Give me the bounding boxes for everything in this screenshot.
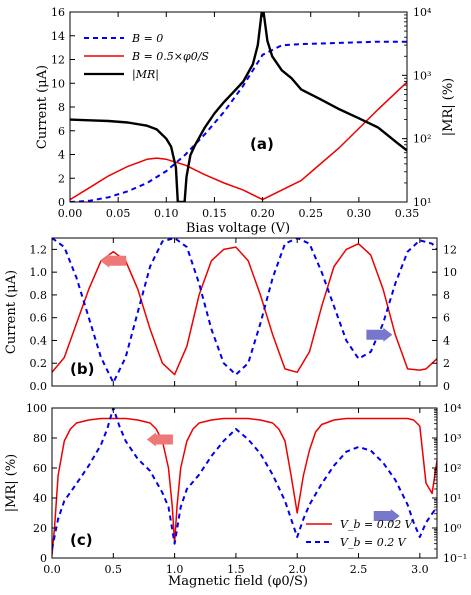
panel-a-xtick-label: 0.25 [298, 207, 323, 220]
panel-a-ytick-right-label: 10³ [413, 69, 431, 82]
panel-b-ytick-label: 0.8 [30, 289, 48, 302]
panel-c-ytick-right-label: 10³ [443, 432, 461, 445]
panel-b-ytick-right-label: 8 [443, 289, 450, 302]
panel-c-arrow-right-icon [373, 509, 400, 523]
panel-a-series-2-line [70, 12, 407, 202]
panel-a-ytick-label: 0 [58, 196, 65, 209]
panel-a-ylabel-right: |MR| (%) [441, 78, 456, 137]
panel-c-label: (c) [70, 531, 93, 549]
legend-label-bhalf: B = 0.5×φ0/S [131, 50, 209, 63]
panel-c-xlabel: Magnetic field (φ0/S) [168, 574, 308, 589]
panel-c-ytick-label: 100 [26, 402, 47, 415]
panel-a-ytick-label: 10 [51, 77, 65, 90]
legend-label-vb002: V_b = 0.02 V [340, 518, 414, 531]
panel-c-series-0-line [52, 417, 437, 556]
panel-a-xlabel: Bias voltage (V) [186, 221, 290, 236]
panel-a-ylabel-left: Current (μA) [35, 65, 50, 149]
panel-a: 0.00 0.05 0.10 0.15 0.20 0.25 0.30 0.35 0 2 4 6 8 10… [35, 6, 456, 236]
panel-a-legend: B = 0 B = 0.5×φ0/S |MR| [84, 32, 209, 82]
panel-b-arrow-left-icon [100, 253, 127, 268]
panel-c-xtick-label: 0.0 [43, 563, 61, 576]
panel-c-ytick-label: 80 [33, 432, 47, 445]
panel-a-ytick-label: 4 [58, 149, 65, 162]
panel-c-xtick-label: 1.0 [166, 563, 184, 576]
panel-a-ytick-label: 12 [51, 54, 65, 67]
panel-a-ytick-label: 14 [51, 30, 65, 43]
panel-a-ytick-right-label: 10² [413, 133, 431, 146]
panel-a-xtick-label: 0.35 [395, 207, 420, 220]
panel-a-series-0-line [70, 40, 407, 202]
panel-c-ytick-label: 40 [33, 492, 47, 505]
panel-a-xtick-label: 0.20 [250, 207, 275, 220]
panel-c-ytick-label: 20 [33, 522, 47, 535]
panel-c-ylabel-left: |MR| (%) [4, 454, 19, 513]
panel-a-xtick-label: 0.10 [154, 207, 179, 220]
panel-a-ytick-right-label: 10¹ [413, 196, 431, 209]
panel-b-ytick-right-label: 0 [443, 380, 450, 393]
panel-b-ytick-label: 0.4 [30, 334, 48, 347]
panel-c-ytick-right-label: 10² [443, 462, 461, 475]
panel-b-ytick-label: 1.0 [30, 266, 48, 279]
panel-b-ytick-right-label: 6 [443, 312, 450, 325]
panel-b-ytick-right-label: 4 [443, 334, 450, 347]
panel-c-xtick-label: 0.5 [105, 563, 123, 576]
panel-c-frame [51, 407, 438, 559]
panel-b-arrow-right-icon [366, 327, 393, 342]
panel-c-legend: V_b = 0.02 V V_b = 0.2 V [306, 518, 414, 549]
panel-a-xtick-label: 0.00 [58, 207, 83, 220]
panel-a-series-1-line [70, 81, 407, 201]
panel-c-ytick-right-label: 10⁰ [443, 522, 462, 535]
legend-label-b0: B = 0 [131, 32, 163, 45]
panel-c-xtick-label: 2.0 [288, 563, 306, 576]
panel-b-frame [51, 237, 438, 387]
legend-label-mr: |MR| [132, 68, 159, 82]
panel-a-ytick-label: 2 [58, 172, 65, 185]
panel-b-label: (b) [70, 360, 94, 378]
panel-a-ytick-label: 16 [51, 6, 65, 19]
panel-a-frame [69, 11, 408, 203]
panel-b-ytick-label: 0.2 [30, 357, 48, 370]
panel-b-ytick-right-label: 12 [443, 243, 457, 256]
panel-a-ytick-right-label: 10⁴ [413, 6, 432, 19]
panel-b-ytick-right-label: 2 [443, 357, 450, 370]
panel-a-ytick-label: 6 [58, 125, 65, 138]
panel-c-ytick-label: 0 [40, 552, 47, 565]
panel-c-xtick-label: 3.0 [411, 563, 429, 576]
legend-label-vb02: V_b = 0.2 V [340, 536, 407, 549]
panel-c-arrow-left-icon [146, 432, 173, 447]
panel-c-ytick-label: 60 [33, 462, 47, 475]
panel-c-ytick-right-label: 10⁻¹ [443, 552, 467, 565]
panel-a-label: (a) [250, 135, 274, 153]
panel-c-xtick-label: 2.5 [350, 563, 368, 576]
panel-b-ylabel-left: Current (μA) [4, 270, 19, 354]
panel-c-ytick-right-label: 10¹ [443, 492, 461, 505]
panel-b-ytick-label: 0.0 [30, 380, 48, 393]
panel-b-ytick-label: 0.6 [30, 312, 48, 325]
panel-c-xtick-label: 1.5 [227, 563, 245, 576]
panel-a-xtick-label: 0.15 [202, 207, 227, 220]
panel-c: 0.0 0.5 1.0 1.5 2.0 2.5 3.0 0 20 40 60 80 100 10⁻¹ 1… [4, 402, 467, 589]
panel-c-ytick-right-label: 10⁴ [443, 402, 462, 415]
panel-b: 0.0 0.2 0.4 0.6 0.8 1.0 1.2 0 2 4 6 8 10 12 (b) Curr… [4, 237, 457, 393]
panel-a-xtick-label: 0.30 [347, 207, 372, 220]
panel-a-ytick-label: 8 [58, 101, 65, 114]
panel-a-xtick-label: 0.05 [106, 207, 131, 220]
panel-b-ytick-label: 1.2 [30, 243, 48, 256]
panel-b-ytick-right-label: 10 [443, 266, 457, 279]
panel-c-series-1-line [52, 408, 437, 550]
